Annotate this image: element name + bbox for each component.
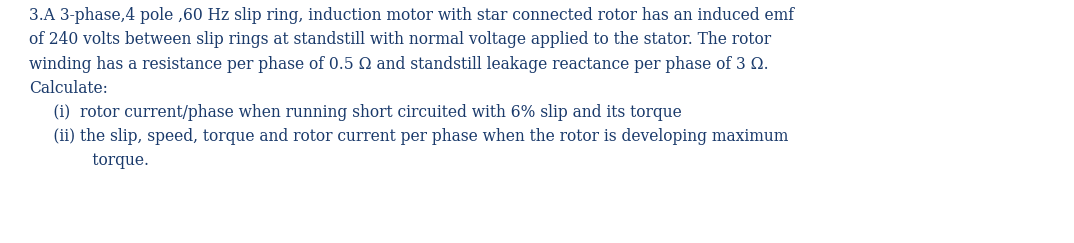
Text: 3.A 3-phase,4 pole ,60 Hz slip ring, induction motor with star connected rotor h: 3.A 3-phase,4 pole ,60 Hz slip ring, ind…	[29, 7, 794, 169]
